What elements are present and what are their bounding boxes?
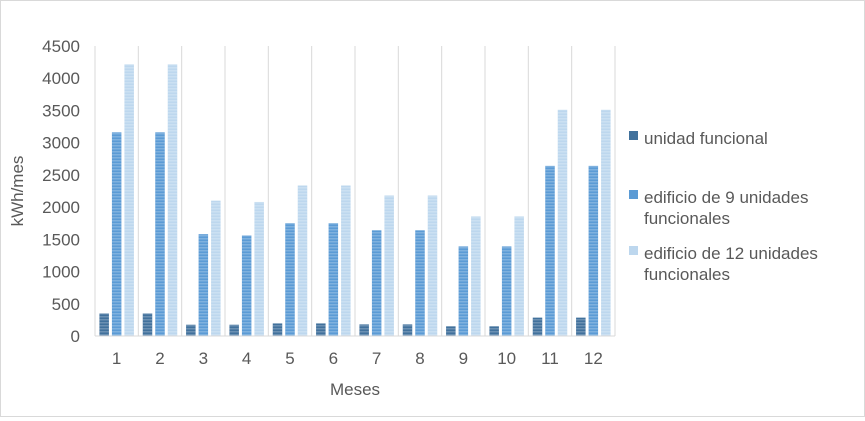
y-axis-title: kWh/mes bbox=[8, 156, 27, 227]
bar-texture bbox=[155, 132, 165, 336]
y-tick-label: 1500 bbox=[42, 230, 80, 249]
bar-texture bbox=[211, 200, 221, 336]
bar-texture bbox=[124, 64, 134, 336]
y-tick-label: 500 bbox=[52, 295, 80, 314]
bar-texture bbox=[514, 216, 524, 336]
x-tick-label: 6 bbox=[329, 349, 338, 368]
legend-label: unidad funcional bbox=[644, 129, 768, 148]
x-tick-label: 2 bbox=[155, 349, 164, 368]
bar-texture bbox=[328, 223, 339, 336]
bars bbox=[99, 64, 611, 336]
legend-swatch bbox=[629, 131, 638, 140]
bar-texture bbox=[576, 317, 586, 336]
bar-texture bbox=[359, 324, 369, 336]
bar-texture bbox=[297, 185, 308, 336]
x-tick-label: 12 bbox=[584, 349, 603, 368]
y-tick-label: 2500 bbox=[42, 166, 80, 185]
bar-texture bbox=[316, 323, 326, 336]
y-tick-label: 1000 bbox=[42, 263, 80, 282]
bar-texture bbox=[601, 109, 611, 336]
y-tick-label: 2000 bbox=[42, 198, 80, 217]
x-tick-label: 10 bbox=[497, 349, 516, 368]
x-tick-label: 5 bbox=[285, 349, 294, 368]
bar-texture bbox=[458, 246, 469, 336]
bar-texture bbox=[186, 324, 196, 336]
bar-texture bbox=[371, 230, 382, 336]
y-tick-labels: 0 500 1000 1500 2000 2500 3000 3500 4000 4500 bbox=[42, 37, 80, 346]
bar-texture bbox=[167, 64, 178, 336]
y-tick-label: 4000 bbox=[42, 69, 80, 88]
bar-texture bbox=[198, 234, 209, 336]
legend-label: edificio de 9 unidades bbox=[644, 188, 808, 207]
legend-swatch bbox=[629, 190, 638, 199]
bar-texture bbox=[241, 235, 252, 336]
bar-texture bbox=[545, 165, 555, 336]
bar-texture bbox=[272, 323, 283, 336]
bar-texture bbox=[142, 313, 153, 336]
x-axis-title: Meses bbox=[330, 380, 380, 399]
legend-label: edificio de 12 unidades bbox=[644, 244, 818, 263]
bar-texture bbox=[384, 195, 394, 336]
bar-texture bbox=[557, 109, 568, 336]
bar-texture bbox=[99, 313, 109, 336]
bar-texture bbox=[285, 223, 295, 336]
bar-texture bbox=[446, 326, 456, 336]
y-tick-label: 4500 bbox=[42, 37, 80, 56]
bar-texture bbox=[229, 324, 239, 336]
x-tick-label: 1 bbox=[112, 349, 121, 368]
x-tick-label: 9 bbox=[459, 349, 468, 368]
x-tick-labels: 1 2 3 4 5 6 7 8 9 10 11 12 bbox=[112, 349, 603, 368]
bar-texture bbox=[415, 230, 425, 336]
bar-texture bbox=[471, 216, 481, 336]
bar-texture bbox=[254, 201, 264, 336]
bar-texture bbox=[427, 195, 438, 336]
x-tick-label: 7 bbox=[372, 349, 381, 368]
y-tick-label: 3000 bbox=[42, 134, 80, 153]
y-tick-label: 0 bbox=[71, 327, 80, 346]
legend-label: funcionales bbox=[644, 265, 730, 284]
x-tick-label: 4 bbox=[242, 349, 251, 368]
bar-texture bbox=[341, 185, 351, 336]
legend-label: funcionales bbox=[644, 209, 730, 228]
bar-texture bbox=[532, 317, 543, 336]
bar-texture bbox=[501, 246, 512, 336]
y-tick-label: 3500 bbox=[42, 101, 80, 120]
x-tick-label: 3 bbox=[199, 349, 208, 368]
legend-swatch bbox=[629, 246, 638, 255]
x-tick-label: 11 bbox=[541, 349, 559, 368]
gridlines bbox=[94, 46, 616, 336]
legend: unidad funcional edificio de 9 unidades fu… bbox=[629, 129, 818, 284]
x-tick-label: 8 bbox=[415, 349, 424, 368]
bar-texture bbox=[402, 324, 413, 336]
bar-texture bbox=[588, 165, 599, 336]
bar-texture bbox=[489, 326, 499, 336]
bar-texture bbox=[111, 132, 122, 336]
